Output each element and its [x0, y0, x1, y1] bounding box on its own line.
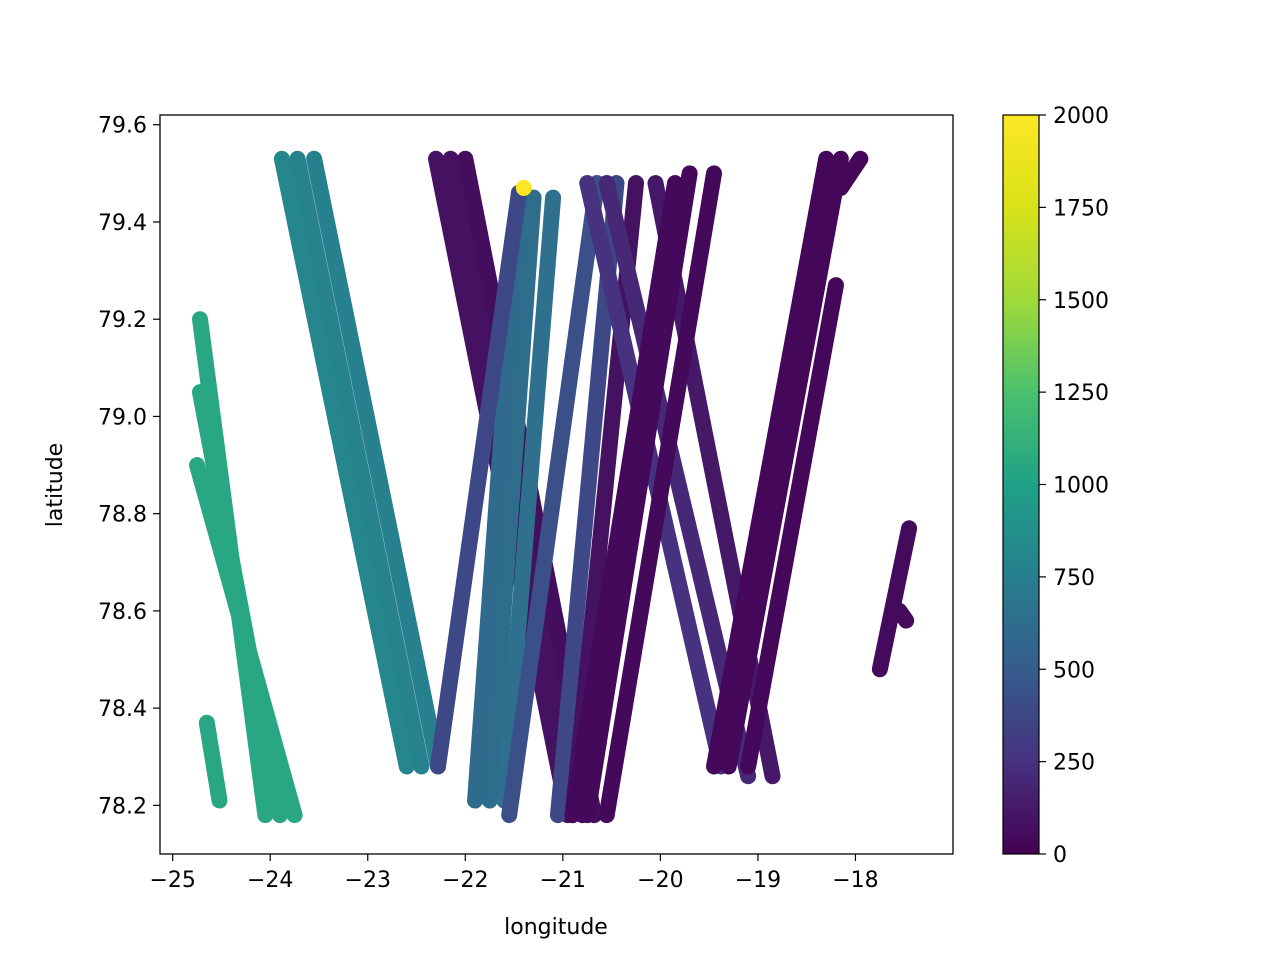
track-21 [564, 175, 684, 824]
colorbar [1002, 114, 1040, 855]
colorbar-tick-label: 1250 [1053, 381, 1109, 406]
y-tick-label: 79.0 [98, 405, 147, 430]
track-5 [273, 150, 415, 775]
colorbar-ticks: 0 250 500 750 1000 1250 1500 1750 2000 [1039, 104, 1109, 868]
x-tick-label: −20 [637, 868, 683, 893]
track-24 [706, 150, 835, 775]
y-tick-label: 78.2 [98, 794, 147, 819]
colorbar-tick-label: 750 [1053, 566, 1095, 591]
x-tick-label: −18 [832, 868, 878, 893]
track-15 [501, 175, 605, 824]
colorbar-tick-label: 2000 [1053, 104, 1109, 129]
track-26 [740, 277, 844, 775]
track-13 [496, 189, 562, 809]
y-tick-label: 78.4 [98, 697, 147, 722]
y-tick-label: 79.4 [98, 211, 147, 236]
colorbar-tick-label: 1000 [1053, 474, 1109, 499]
x-tick-label: −22 [442, 868, 488, 893]
track-28 [871, 520, 918, 678]
x-axis-ticks: −25 −24 −23 −22 −21 −20 −19 −18 [149, 854, 879, 893]
track-3 [189, 457, 303, 824]
colorbar-tick-label: 500 [1053, 658, 1095, 683]
x-tick-label: −23 [345, 868, 391, 893]
track-6 [289, 150, 430, 775]
colorbar-tick-label: 1500 [1053, 289, 1109, 314]
x-tick-label: −24 [247, 868, 293, 893]
x-tick-label: −19 [735, 868, 781, 893]
data-tracks [189, 150, 918, 824]
plot-frame [159, 114, 954, 855]
x-tick-label: −25 [149, 868, 195, 893]
colorbar-tick-label: 250 [1053, 751, 1095, 776]
y-tick-label: 78.8 [98, 503, 147, 528]
highlight-point-1 [515, 179, 532, 196]
data-highlights [515, 179, 532, 196]
track-23 [598, 165, 723, 824]
track-22 [579, 165, 698, 824]
track-12 [481, 189, 542, 809]
x-axis-label: longitude [504, 915, 608, 940]
y-axis-label: latitude [43, 443, 68, 527]
track-29 [891, 602, 915, 629]
track-7 [306, 150, 446, 775]
y-tick-label: 79.2 [98, 308, 147, 333]
y-tick-label: 79.6 [98, 114, 147, 139]
track-4 [198, 714, 228, 809]
x-tick-label: −21 [540, 868, 586, 893]
colorbar-tick-label: 0 [1053, 843, 1067, 868]
track-27 [832, 150, 869, 196]
track-25 [720, 150, 849, 775]
track-18 [579, 175, 729, 775]
track-14 [429, 184, 527, 775]
y-axis-ticks: 78.2 78.4 78.6 78.8 79.0 79.2 79.4 79.6 [98, 114, 160, 819]
colorbar-tick-label: 1750 [1053, 196, 1109, 221]
y-tick-label: 78.6 [98, 600, 147, 625]
